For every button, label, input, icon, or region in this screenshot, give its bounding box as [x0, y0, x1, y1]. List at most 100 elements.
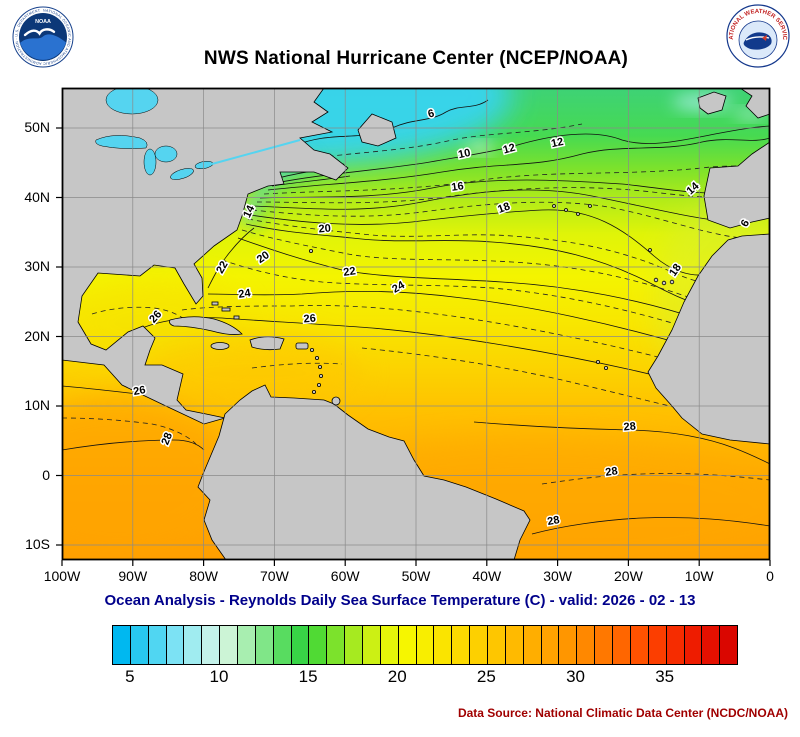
- lon-axis: 100W 90W 80W 70W 60W 50W 40W 30W 20W 10W 0: [0, 566, 800, 588]
- colorbar-cell: [416, 626, 435, 664]
- nws-logo: NATIONAL WEATHER SERVICE: [726, 4, 790, 68]
- lon-tick-label: 100W: [43, 568, 81, 584]
- colorbar-cell: [220, 626, 239, 664]
- bahamas-islands: [211, 301, 240, 320]
- lon-tick-label: 0: [766, 568, 774, 584]
- colorbar-tick-label: 30: [566, 667, 585, 686]
- contour-label: 22: [343, 265, 357, 279]
- caption: Ocean Analysis - Reynolds Daily Sea Surf…: [104, 592, 696, 609]
- contour-label: 10: [457, 147, 471, 161]
- contour-label: 28: [623, 421, 636, 434]
- sst-contour-lines: [62, 99, 770, 535]
- lat-axis: 50N 40N 30N 20N 10N 0 10S: [0, 88, 56, 560]
- colorbar-cell: [452, 626, 471, 664]
- colorbar-tick-label: 25: [476, 667, 496, 686]
- lon-tick-label: 50W: [401, 568, 431, 584]
- canary-madeira-islands: [648, 248, 675, 286]
- colorbar-cell: [648, 626, 667, 664]
- colorbar-cell: [630, 626, 649, 664]
- colorbar-cell: [380, 626, 399, 664]
- great-lakes: [95, 88, 301, 180]
- lon-tick-label: 90W: [118, 568, 148, 584]
- contour-label: 20: [318, 223, 331, 236]
- iberia-landmass: [703, 141, 770, 229]
- colorbar-cell: [559, 626, 578, 664]
- lat-tick-label: 0: [42, 466, 50, 483]
- colorbar-tick-label: 10: [209, 667, 229, 686]
- noaa-gull-icon: [23, 28, 56, 37]
- lat-tick-label: 20N: [24, 327, 50, 344]
- colorbar-cell: [398, 626, 417, 664]
- noaa-logo-text: NOAA: [35, 19, 51, 25]
- colorbar-cell: [363, 626, 381, 664]
- colorbar-cell: [702, 626, 721, 664]
- lat-tick-label: 10N: [24, 397, 50, 413]
- lon-tick-label: 70W: [259, 568, 289, 584]
- lon-tick-label: 60W: [330, 568, 360, 584]
- colorbar-cell: [273, 626, 292, 664]
- puerto-rico-island: [295, 342, 309, 350]
- axis-tick-marks: [56, 127, 771, 566]
- britain-island: [739, 88, 770, 119]
- contour-label: 12: [550, 136, 564, 150]
- lesser-antilles-islands: [309, 347, 341, 406]
- lon-tick-label: 40W: [472, 568, 502, 584]
- jamaica-island: [210, 342, 230, 350]
- contour-label: 28: [546, 514, 560, 528]
- st-lawrence-river: [211, 139, 301, 165]
- azores-islands: [552, 204, 592, 216]
- contour-label: 28: [605, 465, 619, 479]
- west-africa-landmass: [647, 233, 770, 445]
- map-border: [61, 87, 771, 561]
- colorbar-cell: [595, 626, 614, 664]
- colorbar: [112, 625, 738, 665]
- landmasses: [62, 88, 770, 560]
- colorbar-cell: [255, 626, 274, 664]
- north-america-landmass: [62, 88, 349, 425]
- lat-tick-label: 30N: [24, 258, 50, 274]
- colorbar-ticks: 5 10 15 20 25 30 35: [112, 667, 736, 691]
- colorbar-tick-label: 15: [298, 667, 318, 686]
- colorbar-cell: [148, 626, 167, 664]
- contour-label: 24: [238, 287, 253, 301]
- colorbar-cell: [130, 626, 149, 664]
- colorbar-cell: [327, 626, 346, 664]
- noaa-logo: NATIONAL OCEANIC AND ATMOSPHERIC ADMINIS…: [12, 6, 74, 68]
- contour-label: 12: [502, 142, 517, 157]
- lon-tick-label: 20W: [613, 568, 643, 584]
- cuba-island: [169, 316, 243, 335]
- colorbar-tick-label: 20: [387, 667, 407, 686]
- cape-verde-islands: [596, 359, 609, 370]
- lon-tick-label: 80W: [189, 568, 218, 584]
- colorbar-cell: [470, 626, 489, 664]
- lon-tick-label: 10W: [684, 568, 714, 584]
- contour-label: 26: [303, 313, 316, 326]
- contour-label: 16: [451, 180, 465, 194]
- nws-swoosh-icon: [745, 36, 770, 41]
- contour-label: 18: [496, 200, 512, 215]
- colorbar-tick-label: 5: [125, 667, 135, 686]
- noaa-emblem-sea: [20, 34, 66, 60]
- nws-hurricane-flag-icon: [762, 35, 767, 41]
- lon-tick-label: 30W: [543, 568, 572, 584]
- hispaniola-island: [249, 336, 285, 351]
- south-america-landmass: [197, 384, 531, 560]
- lat-tick-label: 50N: [24, 119, 50, 135]
- colorbar-tick-label: 35: [655, 667, 675, 686]
- colorbar-cell: [166, 626, 185, 664]
- colorbar-cell: [720, 626, 738, 664]
- colorbar-cell: [666, 626, 685, 664]
- colorbar-cell: [184, 626, 203, 664]
- contour-label: 26: [132, 384, 146, 398]
- ireland-island: [697, 91, 727, 115]
- lat-tick-label: 10S: [25, 536, 50, 552]
- data-source: Data Source: National Climatic Data Cent…: [457, 706, 788, 720]
- colorbar-cell: [434, 626, 453, 664]
- colorbar-cell: [345, 626, 364, 664]
- colorbar-cell: [488, 626, 506, 664]
- colorbar-cell: [309, 626, 328, 664]
- page-title: NWS National Hurricane Center (NCEP/NOAA…: [203, 48, 629, 69]
- colorbar-cell: [291, 626, 310, 664]
